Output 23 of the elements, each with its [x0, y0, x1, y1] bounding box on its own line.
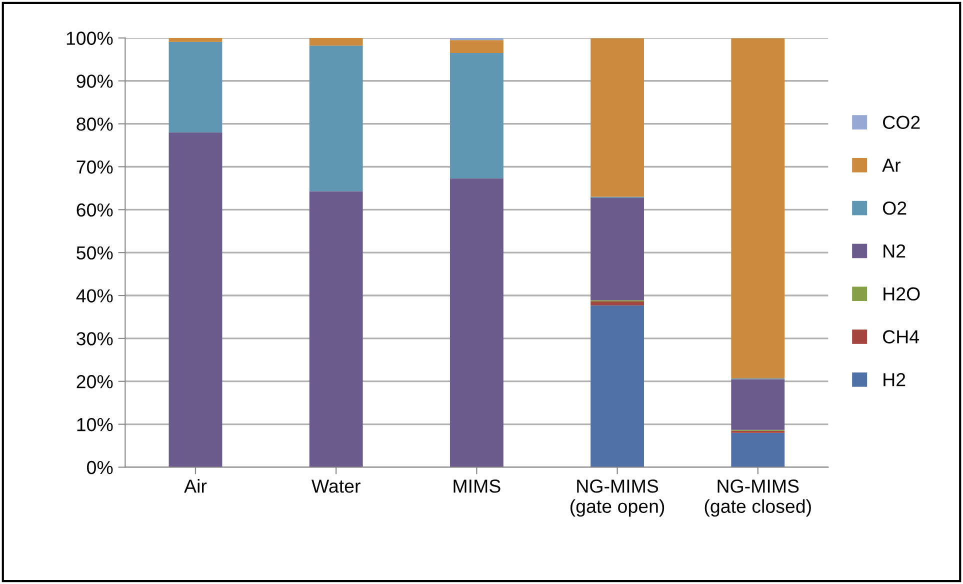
- legend-label: H2O: [884, 287, 920, 301]
- x-tick-label: Air: [184, 479, 207, 493]
- y-tick-label: 90%: [76, 74, 113, 88]
- y-tick-label: 30%: [76, 332, 113, 346]
- legend-label: O2: [882, 201, 906, 215]
- y-tick-label: 10%: [77, 418, 113, 432]
- y-tick-label: 70%: [76, 160, 113, 174]
- legend-label: H2: [884, 373, 906, 386]
- x-tick-label: NG-MIMS (gate closed): [704, 480, 811, 517]
- legend-label: N2: [884, 244, 906, 258]
- x-tick-label: NG-MIMS (gate open): [570, 480, 664, 517]
- y-tick-label: 100%: [66, 32, 113, 45]
- legend-label: CH4: [883, 330, 920, 344]
- y-tick-label: 20%: [76, 375, 113, 388]
- x-tick-label: MIMS: [454, 480, 500, 493]
- y-tick-label: 0%: [87, 460, 113, 474]
- y-tick-label: 40%: [76, 289, 113, 302]
- y-tick-label: 80%: [76, 118, 113, 131]
- y-tick-label: 50%: [76, 246, 113, 260]
- legend-label: Ar: [882, 158, 901, 172]
- y-tick-label: 60%: [76, 203, 113, 217]
- legend-label: CO2: [883, 116, 920, 129]
- x-tick-label: Water: [312, 480, 360, 493]
